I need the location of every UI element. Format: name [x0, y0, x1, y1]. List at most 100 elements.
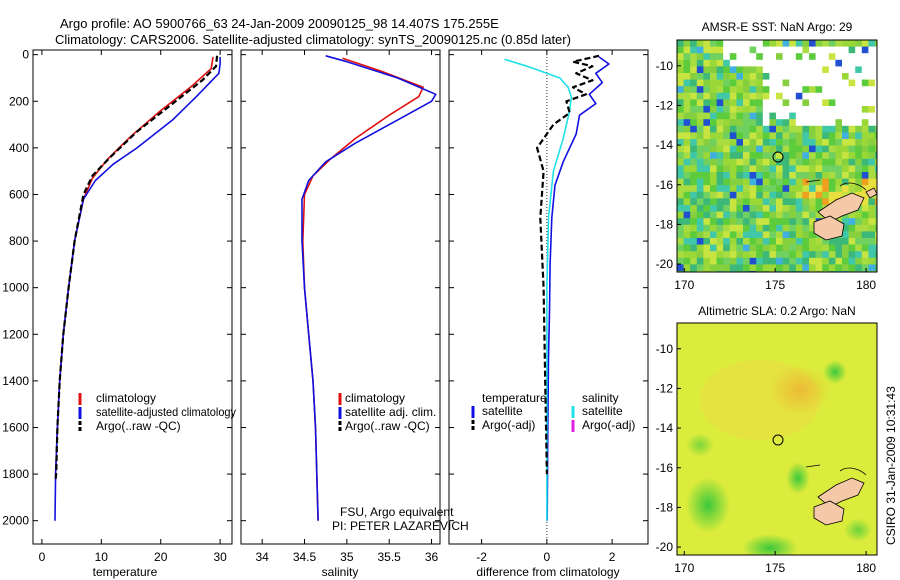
sst-cell [716, 172, 724, 179]
sst-cell [802, 73, 810, 80]
sst-cell [861, 244, 869, 252]
sst-cell [756, 178, 764, 186]
sst-cell [690, 99, 698, 107]
sst-cell [769, 257, 777, 265]
sst-cell [762, 198, 770, 206]
sst-cell [749, 211, 757, 219]
sst-cell [861, 40, 869, 47]
sst-cell [749, 191, 757, 199]
sst-cell [782, 125, 790, 133]
sst-cell [762, 99, 770, 107]
sst-cell [776, 218, 783, 226]
sst-cell [723, 119, 731, 127]
sst-cell [802, 191, 810, 199]
sst-cell [696, 132, 704, 140]
sst-cell [875, 112, 877, 120]
sst-cell [822, 46, 830, 54]
sst-cell [729, 119, 737, 127]
sst-cell [723, 86, 731, 94]
sst-cell [710, 112, 717, 120]
sst-cell [762, 218, 770, 226]
sst-cell [696, 224, 704, 232]
sst-cell [842, 191, 849, 199]
sst-cell [690, 66, 698, 74]
sst-cell [776, 40, 783, 47]
sst-cell [716, 238, 724, 245]
sst-cell [875, 46, 877, 54]
sst-cell [815, 178, 823, 186]
sst-cell [756, 231, 764, 239]
sst-cell [683, 119, 691, 127]
sst-cell [828, 145, 836, 153]
sst-cell [815, 119, 823, 127]
sst-cell [762, 112, 770, 120]
sst-cell [848, 264, 856, 272]
sst-cell [822, 132, 830, 140]
sst-cell [743, 125, 750, 133]
sst-cell [677, 119, 684, 127]
sst-cell [729, 86, 737, 94]
sst-cell [795, 264, 803, 272]
sst-cell [762, 264, 770, 272]
sst-cell [828, 40, 836, 47]
sst-cell [776, 139, 783, 146]
sst-cell [822, 178, 830, 186]
y-tick-label: 1800 [2, 467, 29, 481]
sst-cell [861, 185, 869, 193]
sst-cell [789, 86, 797, 94]
sst-cell [756, 40, 764, 47]
sst-cell [690, 112, 698, 120]
sst-cell [716, 178, 724, 186]
series-line-argo [54, 55, 219, 479]
sst-cell [723, 139, 731, 146]
sst-cell [795, 251, 803, 259]
sst-cell [677, 92, 684, 100]
sst-cell [729, 40, 737, 47]
sst-cell [736, 46, 744, 54]
sst-cell [822, 40, 830, 47]
sst-cell [710, 66, 717, 74]
sst-cell [802, 152, 810, 160]
sst-cell [743, 251, 750, 259]
difference-axes-box [448, 49, 649, 545]
sst-cell [861, 53, 869, 61]
sst-cell [749, 238, 757, 245]
sst-cell [815, 191, 823, 199]
sst-cell [848, 211, 856, 219]
sst-cell [762, 211, 770, 219]
sst-cell [789, 257, 797, 265]
sst-cell [835, 251, 843, 259]
sst-cell [855, 86, 863, 94]
sst-cell [809, 224, 816, 232]
sla-green-anomaly-3 [686, 433, 714, 457]
sst-cell [848, 132, 856, 140]
sst-cell [875, 165, 877, 173]
sst-cell [736, 125, 744, 133]
sst-cell [762, 119, 770, 127]
sst-cell [828, 158, 836, 166]
sst-cell [756, 158, 764, 166]
sst-cell [776, 99, 783, 107]
sst-cell [809, 218, 816, 226]
sst-cell [749, 244, 757, 252]
sst-cell [743, 257, 750, 265]
sst-cell [762, 224, 770, 232]
sst-cell [868, 119, 876, 127]
sst-cell [809, 152, 816, 160]
sst-cell [677, 73, 684, 80]
sst-cell [782, 132, 790, 140]
sst-cell [703, 191, 711, 199]
sst-cell [782, 79, 790, 87]
sst-cell [749, 205, 757, 212]
sst-cell [822, 191, 830, 199]
sst-cell [868, 112, 876, 120]
sst-cell [828, 185, 836, 193]
sst-cell [828, 92, 836, 100]
sst-cell [729, 139, 737, 146]
legend-temp-argo-label: Argo(-adj) [482, 418, 535, 432]
y-tick-label: 1400 [2, 374, 29, 388]
sst-cell [795, 125, 803, 133]
sst-cell [736, 205, 744, 212]
sst-cell [696, 238, 704, 245]
sst-cell [723, 264, 731, 272]
